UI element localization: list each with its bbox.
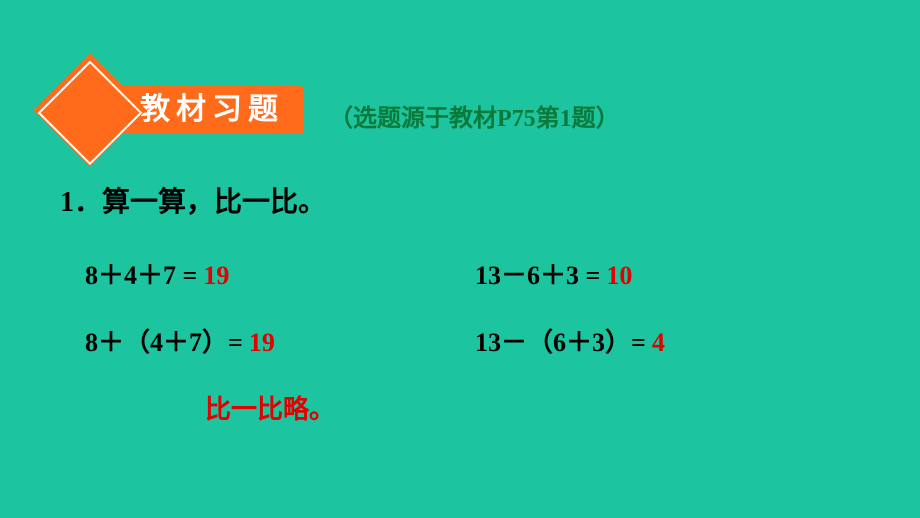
equation-answer: 19 — [203, 261, 229, 291]
question-text: 算一算，比一比。 — [102, 187, 326, 218]
equation: 8＋（4＋7）= 19 — [85, 322, 475, 359]
equation-expr: 13－（6＋3）= — [475, 322, 646, 359]
equations-block: 8＋4＋7 = 19 13－6＋3 = 10 8＋（4＋7）= 19 13－（6… — [85, 255, 665, 426]
diamond-icon — [33, 53, 146, 166]
question-number: 1． — [60, 187, 102, 218]
equation-answer: 10 — [606, 261, 632, 291]
equation: 13－（6＋3）= 4 — [475, 322, 665, 359]
equation-expr: 8＋（4＋7）= — [85, 322, 243, 359]
equation-row: 8＋4＋7 = 19 13－6＋3 = 10 — [85, 255, 665, 292]
content-area: 1．算一算，比一比。 8＋4＋7 = 19 13－6＋3 = 10 8＋（4＋7… — [60, 180, 665, 426]
equation: 8＋4＋7 = 19 — [85, 255, 475, 292]
section-subtitle: （选题源于教材P75第1题） — [329, 98, 620, 133]
footer-note: 比一比略。 — [205, 389, 665, 426]
equation-expr: 13－6＋3 = — [475, 255, 600, 292]
equation: 13－6＋3 = 10 — [475, 255, 632, 292]
equation-answer: 4 — [652, 328, 665, 358]
equation-row: 8＋（4＋7）= 19 13－（6＋3）= 4 — [85, 322, 665, 359]
equation-answer: 19 — [249, 328, 275, 358]
equation-expr: 8＋4＋7 = — [85, 255, 197, 292]
question-title: 1．算一算，比一比。 — [60, 180, 665, 220]
header-section: 教材习题 （选题源于教材P75第1题） — [50, 70, 620, 150]
